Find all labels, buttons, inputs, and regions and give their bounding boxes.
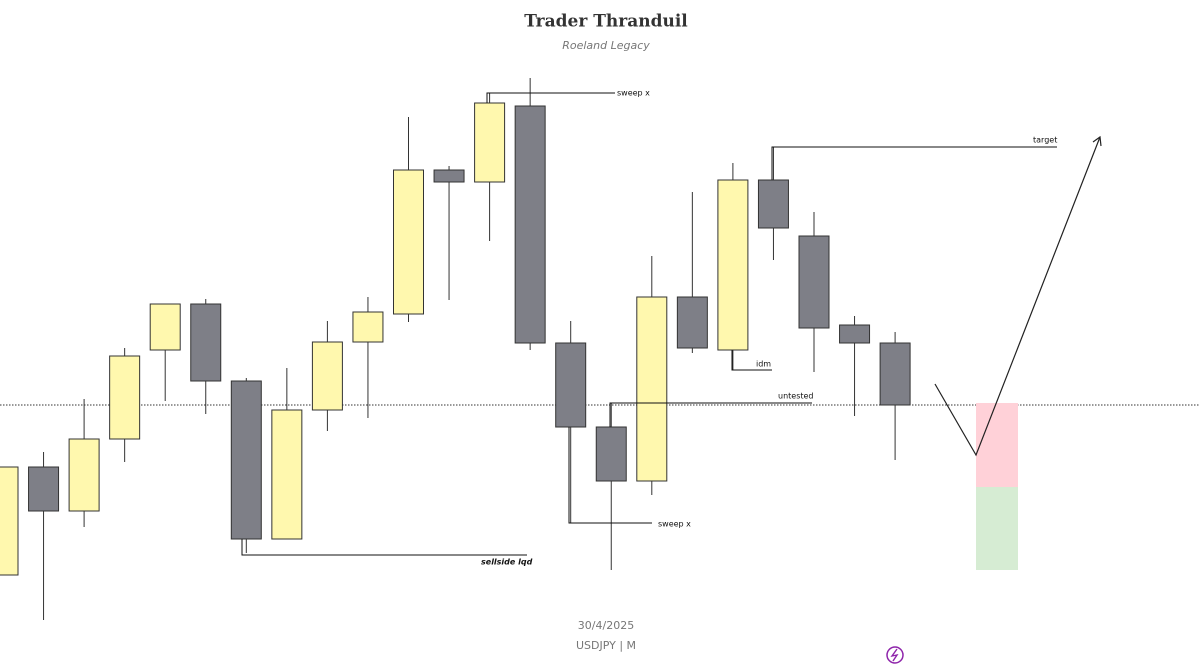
candle-body [352,311,384,343]
sweep-line [568,427,652,524]
candle-body [514,105,546,344]
logo-bolt [890,648,899,662]
arrow-head [1092,135,1102,147]
candle-body [879,342,911,406]
annotation: untested [778,392,814,401]
sweep-line [486,92,615,103]
candle-body [839,324,871,344]
chart-title: Trader Thranduil [524,12,688,32]
candle-body [757,179,789,229]
reward-zone [976,487,1018,570]
candle-body [230,380,262,540]
target-line [771,146,1057,180]
candle-body [109,355,141,440]
candle-body [433,169,465,183]
candle-body [68,438,100,512]
candle-body [798,235,830,329]
candle-body [595,426,627,482]
chart-subtitle: Roeland Legacy [562,39,650,52]
candle-body [676,296,708,349]
sellside-line [241,539,527,556]
candle-body [717,179,749,351]
symbol-label: USDJPY | M [576,639,636,652]
annotation-lines [241,92,1057,556]
date-label: 30/4/2025 [578,619,634,632]
idm-line [731,350,772,371]
projection-arrow [934,136,1101,457]
annotation: idm [756,360,771,369]
candle-body [555,342,587,428]
candle-body [311,341,343,411]
candle-body [474,102,506,183]
candle-body [393,169,424,315]
untested-line [609,402,812,427]
annotation: sellside lqd [481,558,533,567]
candle-body [149,303,181,351]
candle-body [28,466,60,512]
candle-body [0,466,19,576]
logo-icon [886,646,904,664]
candle-body [190,303,222,382]
risk-zone [976,403,1018,487]
annotation: target [1033,136,1057,145]
annotation: sweep x [658,520,691,529]
candle-body [271,409,303,540]
candle-body [636,296,668,482]
candles [0,78,911,620]
annotation: sweep x [617,89,650,98]
